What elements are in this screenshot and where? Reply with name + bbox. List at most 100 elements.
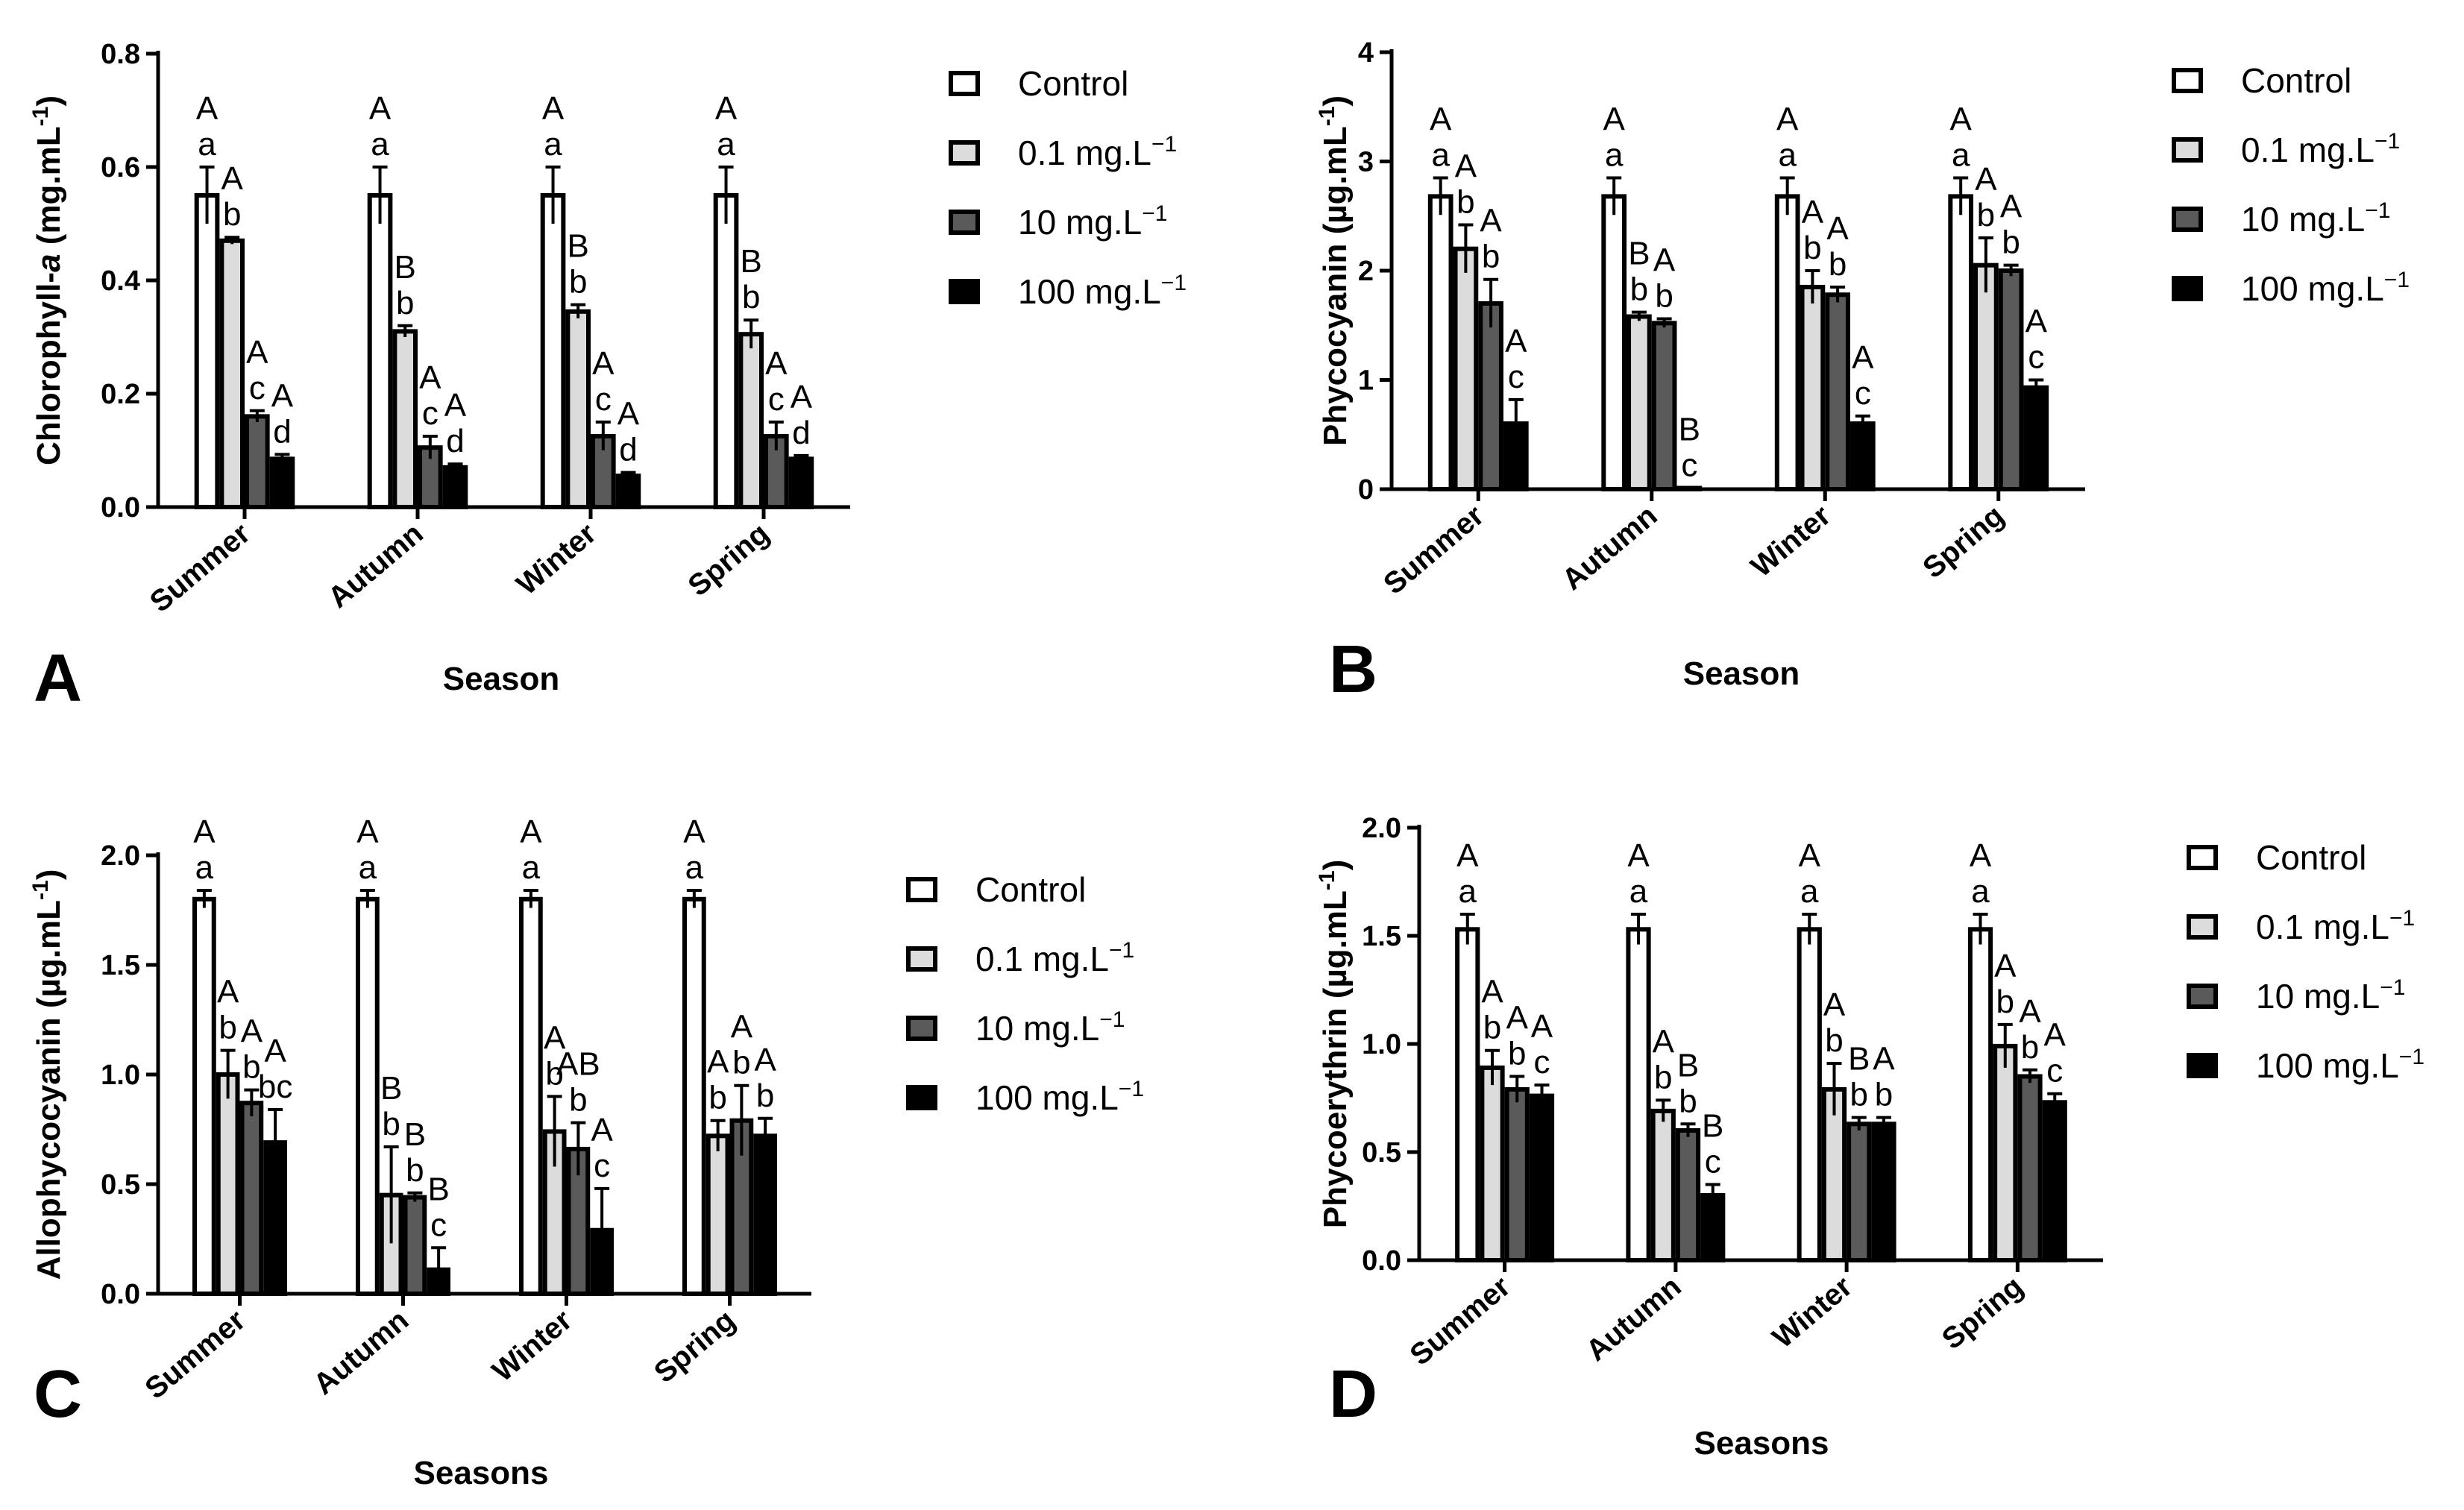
legend-entry-label: 0.1 mg.L — [2241, 130, 2375, 169]
significance-lower: b — [1825, 1022, 1843, 1059]
bar-0-3 — [1967, 927, 1993, 1263]
significance-lower: a — [198, 126, 216, 163]
legend-swatch-0 — [906, 877, 937, 902]
bar-0-0 — [192, 896, 216, 1297]
legend-entry-label: 0.1 mg.L — [2256, 907, 2389, 946]
significance-lower: b — [1679, 1083, 1697, 1119]
bar-3-1 — [442, 465, 468, 509]
legend-entry: 0.1 mg.L−1 — [2241, 129, 2400, 169]
x-tick-label: Summer — [1404, 1270, 1517, 1372]
y-axis-title-superscript: -1 — [1315, 107, 1339, 127]
legend-entry-label: Control — [2241, 61, 2351, 100]
x-tick-label: Autumn — [1556, 499, 1664, 597]
significance-lower: b — [1655, 277, 1673, 314]
legend-entry-superscript: −1 — [2384, 268, 2410, 292]
significance-upper: A — [1970, 837, 1992, 874]
significance-lower: a — [544, 126, 562, 163]
y-axis-title-main: Phycocyanin (µg.mL — [1317, 126, 1354, 446]
bar-0-0 — [194, 193, 220, 509]
significance-lower: c — [2028, 339, 2044, 376]
significance-upper: A — [217, 974, 239, 1010]
legend-entry-superscript: −1 — [2380, 975, 2405, 1000]
bar-1-2 — [542, 1129, 567, 1296]
significance-lower: a — [371, 126, 389, 163]
significance-lower: a — [195, 849, 214, 886]
significance-upper: A — [683, 814, 705, 850]
y-tick-label: 2 — [1358, 256, 1374, 287]
bar-0-0 — [1427, 194, 1453, 491]
chart-panel-c: 0.00.51.01.52.0 aAbAbAbcASummeraAbBbBcBAu… — [28, 814, 1144, 1491]
y-tick-label: 1.0 — [101, 1060, 140, 1091]
legend-entry-label: 0.1 mg.L — [975, 940, 1109, 978]
x-tick-label: Summer — [1377, 499, 1490, 601]
bar-2-3 — [2017, 1074, 2043, 1262]
legend-entry-superscript: −1 — [1161, 271, 1187, 295]
legend-swatch-3 — [906, 1085, 937, 1110]
y-tick-label: 3 — [1358, 147, 1374, 178]
significance-lower: b — [2021, 1029, 2039, 1066]
bar-0-0 — [1455, 927, 1480, 1263]
legend-entry-superscript: −1 — [1142, 201, 1167, 226]
significance-lower: c — [1705, 1144, 1721, 1180]
bar-3-3 — [2042, 1100, 2067, 1263]
bar-2-0 — [245, 414, 270, 510]
x-tick-label: Autumn — [1580, 1270, 1688, 1368]
bar-2-0 — [239, 1101, 264, 1296]
significance-lower: a — [1971, 873, 1990, 910]
significance-upper: A — [369, 90, 392, 127]
legend-entry-superscript: −1 — [1119, 1077, 1144, 1101]
significance-lower: d — [792, 415, 810, 451]
legend-swatch-3 — [2172, 276, 2203, 301]
legend-swatch-0 — [2172, 68, 2203, 93]
significance-upper: A — [1994, 948, 2017, 984]
significance-upper: B — [1677, 1047, 1699, 1083]
significance-lower: bc — [258, 1069, 292, 1105]
significance-lower: b — [219, 1010, 236, 1046]
panel-letter: D — [1329, 1357, 1377, 1432]
bar-1-0 — [219, 238, 245, 509]
legend-entry-superscript: −1 — [2389, 906, 2415, 931]
significance-upper: A — [1456, 837, 1479, 874]
bar-2-1 — [1675, 1128, 1701, 1262]
bar-0-2 — [540, 193, 566, 509]
significance-lower: b — [396, 285, 414, 321]
significance-upper: B — [395, 249, 416, 286]
y-tick-label: 1 — [1358, 365, 1374, 397]
legend-swatch-1 — [906, 946, 937, 972]
significance-upper: A — [1802, 194, 1824, 230]
significance-lower: b — [382, 1106, 400, 1142]
significance-lower: a — [685, 849, 704, 886]
bar-0-3 — [713, 193, 739, 509]
legend-entry-superscript: −1 — [1151, 132, 1177, 157]
significance-upper: A — [356, 814, 379, 850]
bar-2-0 — [1478, 301, 1503, 492]
significance-upper: A — [1506, 1000, 1529, 1036]
y-tick-label: 0.6 — [101, 152, 140, 183]
legend-entry: Control — [975, 870, 1086, 909]
significance-lower: b — [1875, 1077, 1893, 1113]
x-axis-title: Season — [1683, 655, 1800, 692]
y-tick-label: 4 — [1358, 37, 1374, 69]
y-tick-label: 0.0 — [101, 492, 140, 523]
significance-lower: b — [756, 1078, 774, 1114]
significance-lower: b — [2002, 224, 2020, 261]
significance-upper: A — [444, 387, 467, 424]
bar-3-0 — [269, 456, 295, 510]
significance-upper: A — [1653, 242, 1676, 278]
significance-upper: A — [765, 345, 788, 382]
significance-upper: A — [591, 1112, 613, 1148]
x-tick-label: Spring — [682, 517, 775, 603]
y-tick-label: 2.0 — [1362, 813, 1401, 844]
significance-upper: A — [1950, 101, 1973, 137]
x-axis-title: Seasons — [414, 1455, 549, 1491]
significance-upper: A — [1975, 161, 1997, 198]
bar-1-3 — [1973, 262, 1999, 491]
significance-lower: b — [1630, 271, 1648, 308]
bar-0-1 — [367, 193, 393, 509]
panel-letter: A — [34, 641, 82, 716]
y-axis-title-close: ) — [1317, 860, 1354, 871]
significance-upper: A — [2044, 1017, 2067, 1054]
significance-lower: b — [223, 196, 241, 233]
legend-swatch-2 — [2172, 207, 2203, 232]
